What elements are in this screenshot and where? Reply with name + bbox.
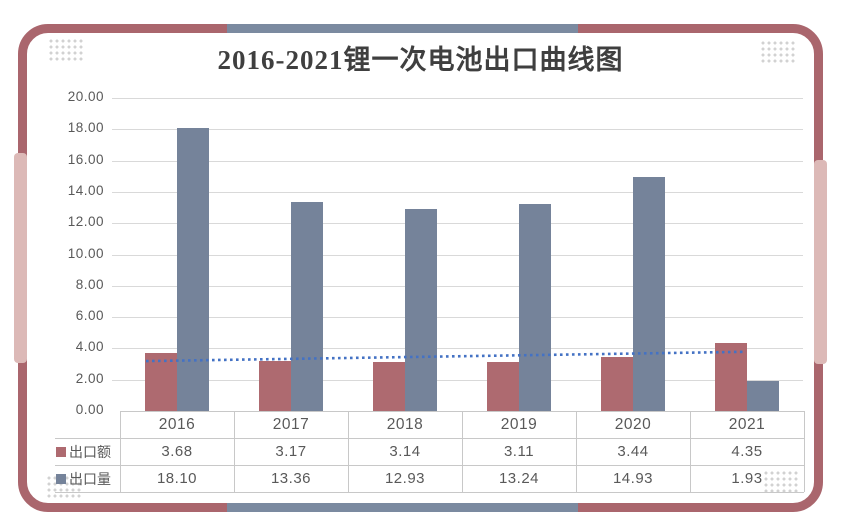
bar-export-volume-2018 <box>405 209 437 411</box>
gridline <box>112 255 803 256</box>
y-axis-tick-label: 18.00 <box>40 120 104 135</box>
y-axis-tick-label: 10.00 <box>40 246 104 261</box>
chart-title: 2016-2021锂一次电池出口曲线图 <box>18 38 823 77</box>
bar-export-value-2020 <box>601 357 633 411</box>
bar-export-value-2017 <box>259 361 291 411</box>
top-accent-bar <box>227 24 578 33</box>
bar-export-volume-2017 <box>291 202 323 411</box>
gridline <box>112 286 803 287</box>
table-value-cell: 3.11 <box>463 439 575 464</box>
y-axis-tick-label: 14.00 <box>40 183 104 198</box>
table-value-cell: 3.14 <box>349 439 461 464</box>
y-axis-tick-label: 4.00 <box>40 339 104 354</box>
table-value-cell: 1.93 <box>691 466 803 491</box>
bar-export-volume-2021 <box>747 381 779 411</box>
bottom-accent-bar <box>227 503 578 512</box>
bar-export-volume-2019 <box>519 204 551 411</box>
y-axis-tick-label: 6.00 <box>40 308 104 323</box>
table-value-cell: 13.36 <box>235 466 347 491</box>
gridline <box>112 223 803 224</box>
bar-export-value-2021 <box>715 343 747 411</box>
bar-export-value-2019 <box>487 362 519 411</box>
right-accent-bar <box>814 160 827 364</box>
bar-export-value-2016 <box>145 353 177 411</box>
bar-export-volume-2020 <box>633 177 665 411</box>
gridline <box>112 348 803 349</box>
table-value-cell: 3.17 <box>235 439 347 464</box>
table-header-cell: 2017 <box>235 412 347 437</box>
table-value-cell: 4.35 <box>691 439 803 464</box>
table-border-line <box>804 411 805 492</box>
table-value-cell: 14.93 <box>577 466 689 491</box>
y-axis-tick-label: 2.00 <box>40 371 104 386</box>
bar-export-value-2018 <box>373 362 405 411</box>
table-value-cell: 3.44 <box>577 439 689 464</box>
gridline <box>112 129 803 130</box>
table-header-cell: 2020 <box>577 412 689 437</box>
legend-label: 出口额 <box>69 442 111 462</box>
table-header-cell: 2019 <box>463 412 575 437</box>
y-axis-tick-label: 20.00 <box>40 89 104 104</box>
legend-swatch-export-volume <box>56 474 66 484</box>
legend-swatch-export-value <box>56 447 66 457</box>
gridline <box>112 317 803 318</box>
table-border-line <box>55 492 804 493</box>
legend-cell-export-volume: 出口量 <box>55 466 119 491</box>
legend-label: 出口量 <box>69 469 111 489</box>
table-value-cell: 13.24 <box>463 466 575 491</box>
table-value-cell: 3.68 <box>121 439 233 464</box>
y-axis-tick-label: 0.00 <box>40 402 104 417</box>
table-header-cell: 2021 <box>691 412 803 437</box>
y-axis-tick-label: 8.00 <box>40 277 104 292</box>
chart-card-stage: 2016-2021锂一次电池出口曲线图 0.00 2.00 4.00 6.00 8.00… <box>0 0 841 529</box>
table-value-cell: 12.93 <box>349 466 461 491</box>
gridline <box>112 161 803 162</box>
gridline <box>112 98 803 99</box>
y-axis-tick-label: 12.00 <box>40 214 104 229</box>
table-value-cell: 18.10 <box>121 466 233 491</box>
y-axis-tick-label: 16.00 <box>40 152 104 167</box>
table-header-cell: 2018 <box>349 412 461 437</box>
table-header-cell: 2016 <box>121 412 233 437</box>
gridline <box>112 192 803 193</box>
left-accent-bar <box>14 153 27 363</box>
bar-export-volume-2016 <box>177 128 209 411</box>
gridline <box>112 380 803 381</box>
legend-cell-export-value: 出口额 <box>55 439 119 464</box>
